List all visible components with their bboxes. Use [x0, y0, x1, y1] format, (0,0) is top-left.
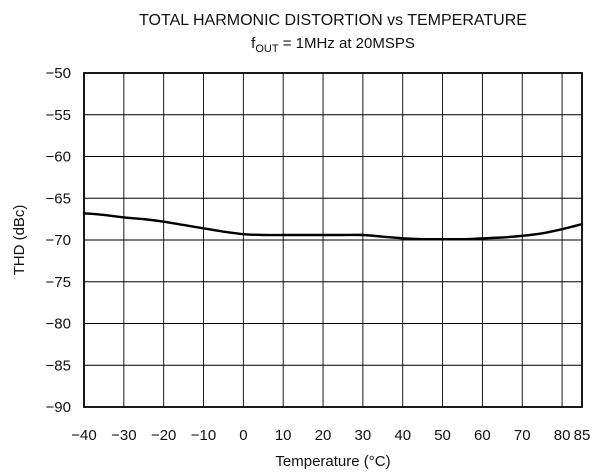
y-tick-label: −60 — [46, 149, 71, 166]
y-tick-label: −90 — [46, 399, 71, 416]
x-axis-label: Temperature (°C) — [275, 453, 390, 470]
x-tick-label: −20 — [151, 427, 176, 444]
x-tick-label: 30 — [355, 427, 372, 444]
y-tick-label: −75 — [46, 274, 71, 291]
x-tick-label: −40 — [71, 427, 96, 444]
x-tick-label: 80 — [554, 427, 571, 444]
y-tick-label: −70 — [46, 232, 71, 249]
x-tick-label: 85 — [574, 427, 591, 444]
data-series — [82, 212, 584, 241]
x-tick-label: 50 — [434, 427, 451, 444]
x-tick-label: 0 — [239, 427, 247, 444]
subtitle-suffix: = 1MHz at 20MSPS — [279, 35, 415, 52]
x-tick-label: −10 — [191, 427, 216, 444]
series-line — [82, 212, 584, 241]
y-tick-label: −85 — [46, 357, 71, 374]
y-tick-label: −80 — [46, 316, 71, 333]
grid — [84, 73, 582, 407]
y-tick-label: −50 — [46, 65, 71, 82]
x-tick-label: 60 — [474, 427, 491, 444]
subtitle-subscript: OUT — [255, 43, 279, 55]
x-tick-label: 40 — [394, 427, 411, 444]
chart-subtitle: fOUT = 1MHz at 20MSPS — [251, 35, 415, 55]
x-tick-labels: −40 −30 −20 −10 0 10 20 30 40 50 60 70 80 85 — [71, 427, 590, 444]
x-tick-label: −30 — [111, 427, 136, 444]
y-tick-label: −55 — [46, 107, 71, 124]
chart-title: TOTAL HARMONIC DISTORTION vs TEMPERATURE — [139, 12, 527, 29]
y-axis-label: THD (dBc) — [11, 205, 28, 276]
plot-frame — [83, 72, 583, 408]
y-tick-labels: −50 −55 −60 −65 −70 −75 −80 −85 −90 — [46, 65, 71, 416]
x-tick-label: 70 — [514, 427, 531, 444]
subtitle-prefix: f — [251, 35, 256, 52]
x-tick-label: 10 — [275, 427, 292, 444]
y-tick-label: −65 — [46, 190, 71, 207]
x-tick-label: 20 — [315, 427, 332, 444]
